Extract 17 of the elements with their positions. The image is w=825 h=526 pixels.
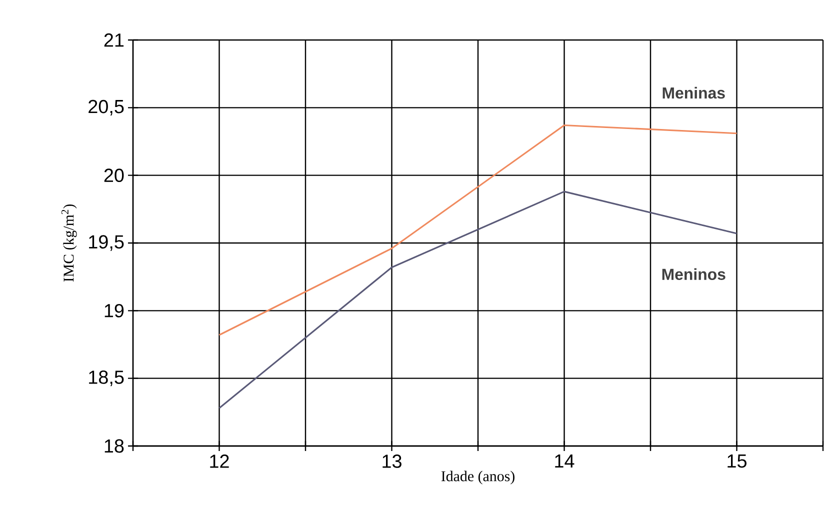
x-tick-label: 14 <box>555 454 574 468</box>
y-tick-label: 18,5 <box>89 370 124 386</box>
line-series <box>218 124 738 336</box>
x-tick-label: 13 <box>382 454 402 468</box>
y-tick-label: 21 <box>104 33 124 47</box>
y-tick-label: 19 <box>104 304 124 318</box>
line-series <box>218 190 738 409</box>
x-axis-title: Idade (anos) <box>441 470 514 484</box>
text: Meninos <box>662 268 726 280</box>
x-tick-label: 12 <box>210 454 229 468</box>
y-tick-label: 19,5 <box>89 235 124 251</box>
y-tick-label: 18 <box>104 439 124 453</box>
x-tick-label: 15 <box>728 454 746 468</box>
y-tick-label: 20,5 <box>88 100 124 116</box>
y-axis-title: IMC (kg/m$^{2}$) <box>61 204 77 282</box>
series-label: Meninas <box>662 86 725 99</box>
y-tick-label: 20 <box>104 168 124 182</box>
